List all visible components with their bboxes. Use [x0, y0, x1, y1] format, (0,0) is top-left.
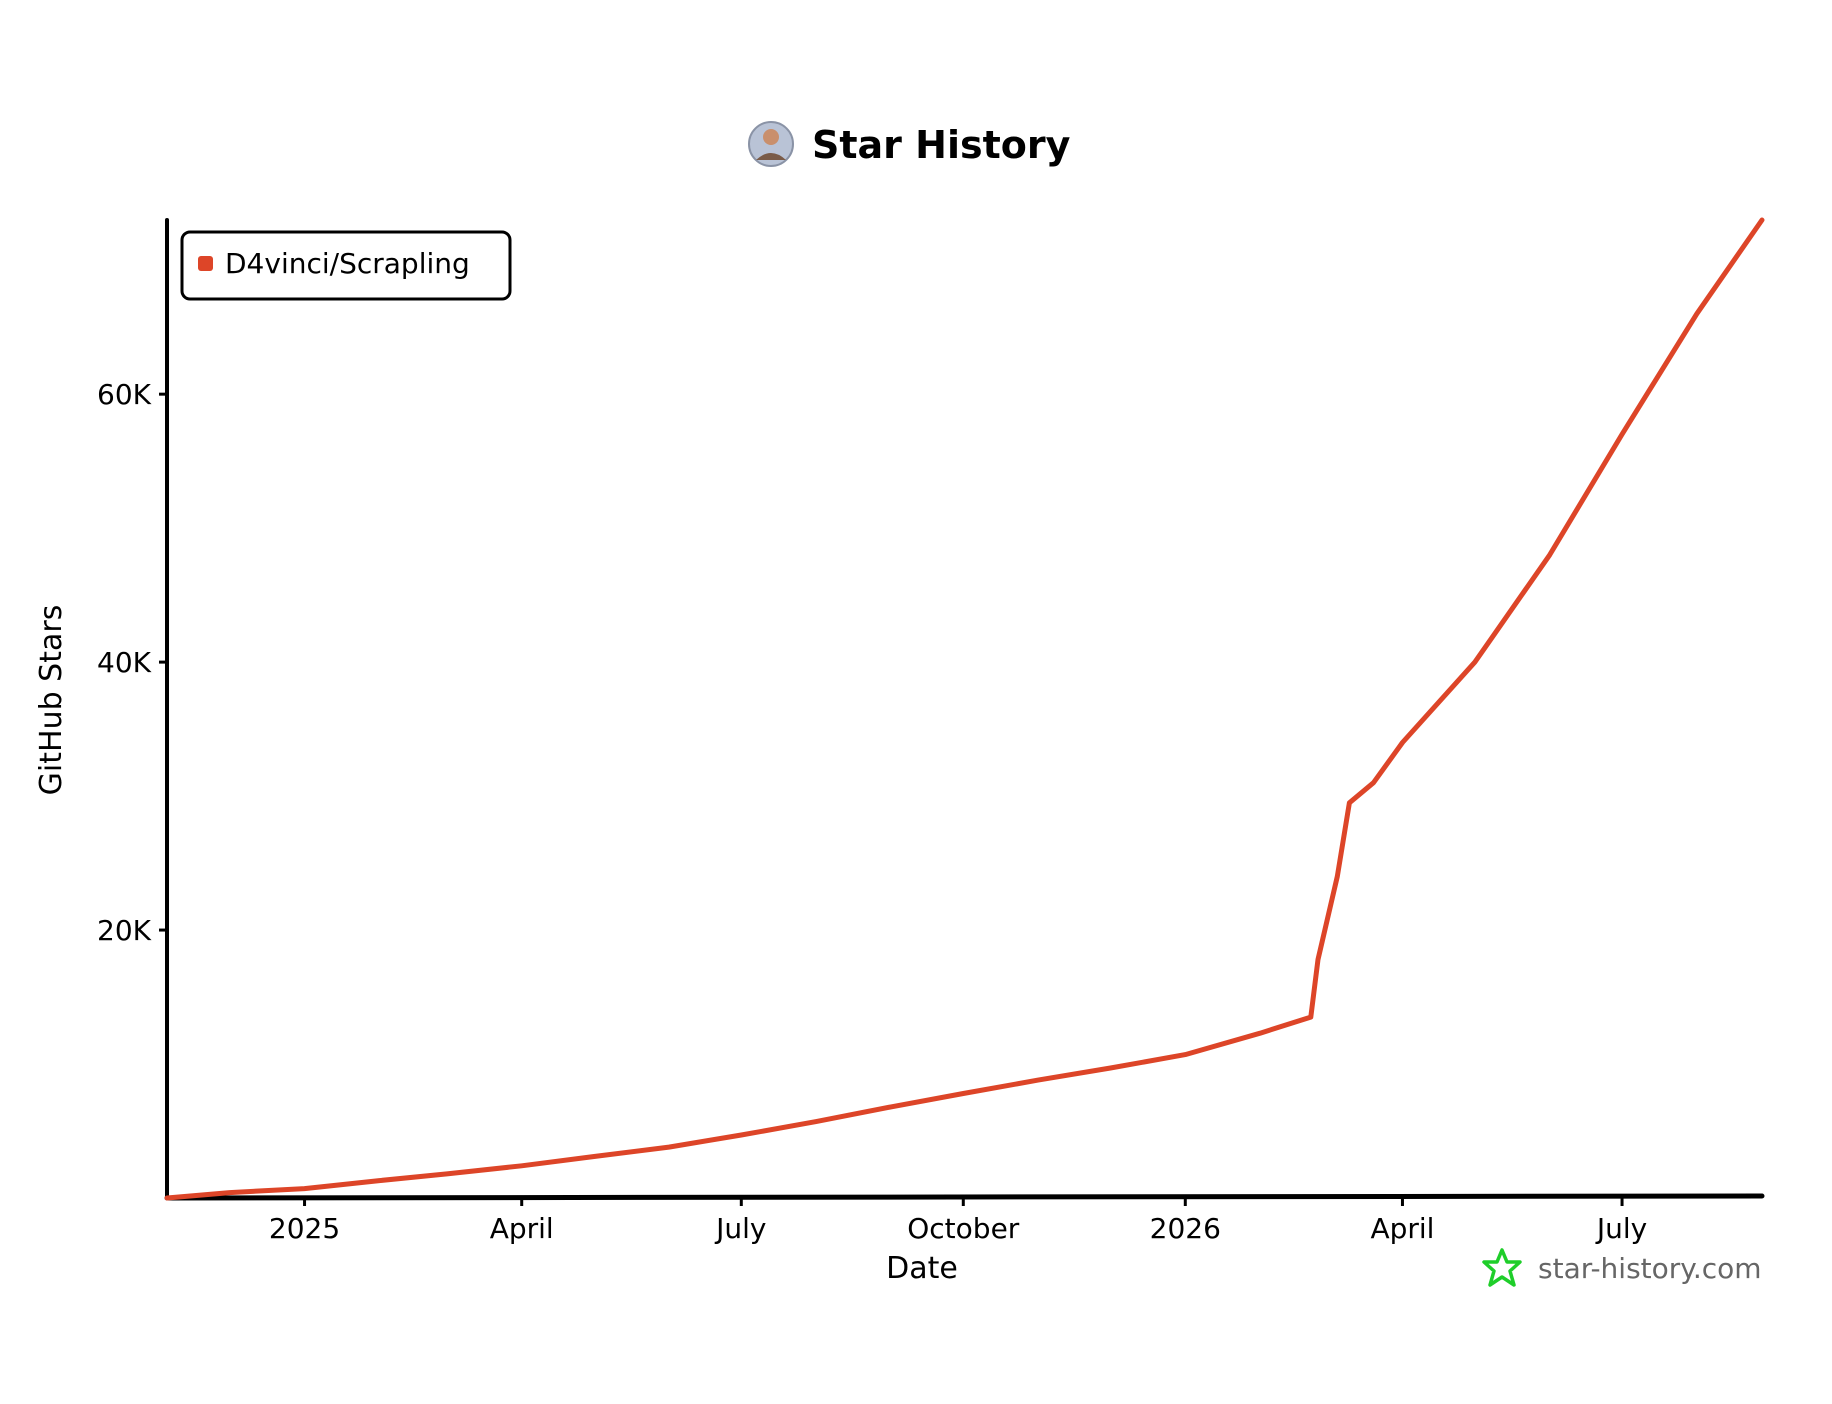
x-axis-line [164, 1193, 1765, 1201]
y-axis-title: GitHub Stars [34, 605, 69, 796]
chart-title: Star History [748, 121, 1071, 167]
legend-box [180, 230, 512, 301]
footer-link[interactable]: star-history.com [1538, 1252, 1762, 1285]
x-axis-title: Date [886, 1251, 958, 1286]
x-tick-label: July [1595, 1212, 1647, 1245]
y-ticks: 20K 40K 60K [97, 378, 167, 947]
x-ticks: 2025 April July October 2026 April July [269, 1198, 1647, 1245]
y-tick-label: 60K [97, 378, 152, 411]
series-layer [164, 217, 1765, 1201]
star-logo-icon [1482, 1248, 1522, 1287]
x-tick-label: 2026 [1150, 1212, 1221, 1245]
x-tick-label: October [907, 1212, 1020, 1245]
footer-brand[interactable]: star-history.com [1482, 1248, 1762, 1287]
legend: D4vinci/Scrapling [180, 230, 512, 301]
x-tick-label: 2025 [269, 1212, 340, 1245]
legend-label: D4vinci/Scrapling [225, 247, 470, 280]
x-tick-label: July [714, 1212, 766, 1245]
x-tick-label: April [1370, 1212, 1434, 1245]
series-line [164, 217, 1765, 1201]
legend-swatch [198, 256, 213, 271]
y-tick-label: 20K [97, 914, 152, 947]
chart-title-text: Star History [812, 123, 1071, 167]
avatar-icon [748, 121, 794, 167]
y-tick-label: 40K [97, 646, 152, 679]
x-tick-label: April [490, 1212, 554, 1245]
